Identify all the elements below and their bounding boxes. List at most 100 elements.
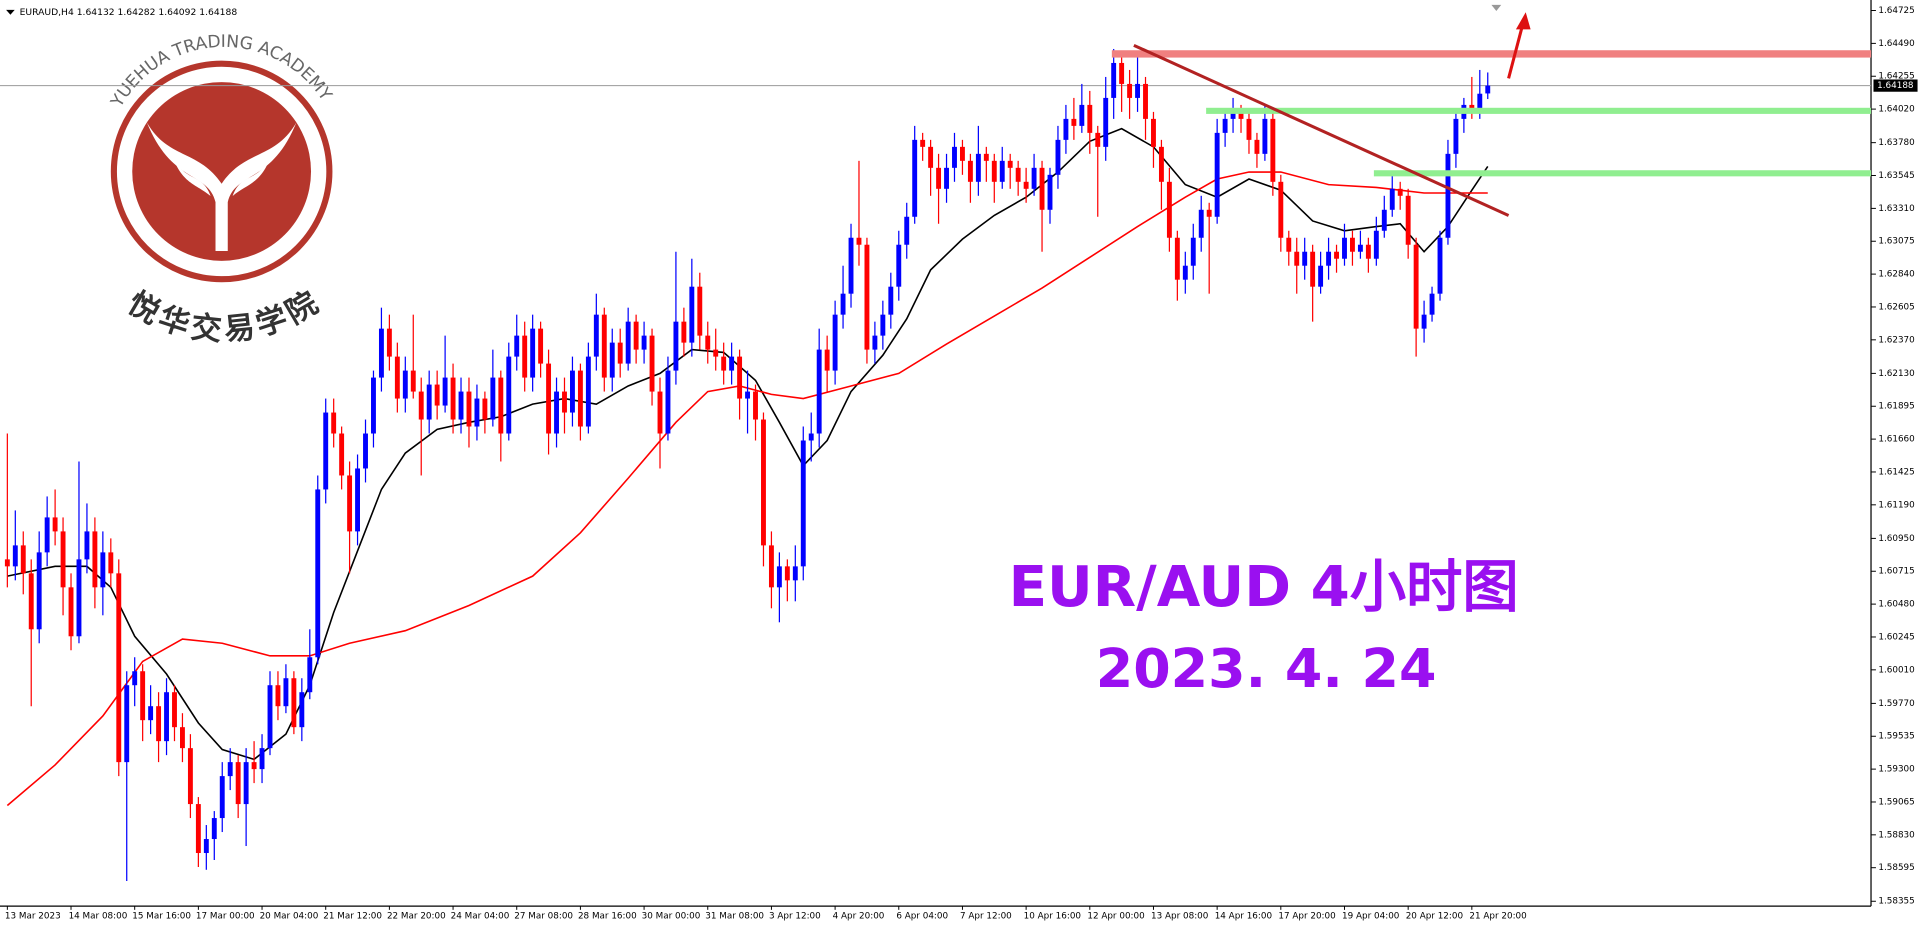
candle-body (108, 552, 114, 574)
candle-body (52, 517, 58, 532)
candle-body (880, 314, 886, 336)
logo-mark (171, 153, 272, 196)
x-tick-label: 21 Apr 20:00 (1469, 911, 1527, 921)
x-tick-label: 7 Apr 12:00 (960, 911, 1012, 921)
candle-body (912, 139, 918, 217)
candle-body (1174, 237, 1180, 280)
candle-body (1318, 265, 1324, 287)
candle-body (4, 559, 10, 567)
candle-body (195, 804, 201, 854)
candle-body (991, 160, 997, 182)
y-tick-label: 1.60245 (1878, 632, 1914, 642)
candle-body (402, 370, 408, 399)
candle-body (1007, 160, 1013, 168)
candle-body (156, 706, 162, 742)
candle-body (1381, 209, 1387, 231)
shift-marker (1491, 4, 1502, 12)
current-price-label: 1.64188 (1877, 81, 1913, 91)
candle-body (960, 146, 965, 161)
candle-body (1485, 85, 1491, 94)
chart-title: EUR/AUD 4小时图 (1009, 555, 1519, 620)
candle-body (689, 286, 695, 343)
candle-body (267, 685, 273, 749)
candle-body (1310, 251, 1316, 287)
candle-body (745, 391, 750, 399)
candle-body (1182, 265, 1188, 280)
y-tick-label: 1.62130 (1878, 369, 1915, 379)
y-tick-label: 1.63780 (1878, 138, 1915, 148)
candle-body (1103, 97, 1109, 147)
candle-body (1350, 237, 1355, 252)
candle-body (840, 293, 846, 315)
candle-body (371, 377, 376, 434)
candle-body (410, 370, 416, 392)
y-tick-label: 1.61895 (1878, 402, 1914, 412)
y-tick-label: 1.60480 (1878, 600, 1915, 610)
candle-body (442, 377, 448, 406)
candle-body (952, 146, 957, 168)
candle-body (347, 475, 353, 532)
x-tick-label: 24 Mar 04:00 (451, 911, 510, 921)
candle-body (864, 244, 870, 350)
candle-body (1302, 251, 1308, 266)
candle-body (394, 356, 400, 399)
candle-body (251, 762, 257, 770)
candle-body (1063, 118, 1069, 140)
candle-body (1342, 237, 1347, 259)
candle-body (681, 321, 687, 343)
candle-body (219, 776, 225, 819)
candle-body (625, 321, 631, 364)
candle-body (538, 328, 544, 364)
moving-average (6, 171, 1488, 807)
candle-body (243, 762, 249, 805)
y-tick-label: 1.62605 (1878, 302, 1914, 312)
y-tick-label: 1.59535 (1878, 732, 1914, 742)
candle-body (235, 762, 241, 805)
candle-body (673, 321, 679, 371)
y-tick-label: 1.59300 (1878, 765, 1915, 775)
y-tick-label: 1.64490 (1878, 39, 1915, 49)
x-tick-label: 17 Apr 20:00 (1278, 911, 1336, 921)
candle-body (904, 216, 910, 245)
candle-body (808, 433, 814, 441)
x-tick-label: 22 Mar 20:00 (387, 911, 446, 921)
candle-body (1158, 146, 1164, 182)
y-tick-label: 1.62370 (1878, 335, 1915, 345)
candle-body (1198, 209, 1204, 238)
candle-body (331, 412, 337, 434)
candle-body (649, 335, 655, 392)
candle-body (1238, 111, 1244, 119)
x-tick-label: 27 Mar 08:00 (514, 911, 573, 921)
y-tick-label: 1.59065 (1878, 797, 1914, 807)
candle-body (1023, 181, 1029, 189)
candle-body (307, 657, 313, 693)
candle-body (1429, 293, 1435, 315)
logo-mark (146, 122, 297, 252)
candle-body (275, 685, 281, 707)
x-tick-label: 20 Apr 12:00 (1406, 911, 1464, 921)
candle-body (299, 692, 305, 728)
y-tick-label: 1.63310 (1878, 204, 1915, 214)
candle-body (450, 377, 456, 420)
candle-body (753, 391, 758, 420)
x-tick-label: 10 Apr 16:00 (1024, 911, 1082, 921)
candle-body (784, 566, 790, 581)
x-tick-label: 30 Mar 00:00 (642, 911, 701, 921)
candle-body (514, 335, 520, 357)
candle-body (458, 391, 464, 420)
candle-body (490, 377, 496, 420)
candle-body (355, 468, 360, 532)
support-zone (1373, 170, 1872, 177)
candle-body (999, 160, 1005, 182)
candle-body (1143, 83, 1148, 119)
candle-body (259, 748, 265, 770)
candle-body (506, 356, 512, 434)
candle-body (665, 370, 671, 434)
candle-body (1055, 139, 1061, 175)
candle-body (187, 748, 193, 805)
candle-body (1357, 244, 1363, 252)
candle-body (1111, 62, 1117, 98)
ticks: 1.64725 1.64490 1.64255 1.64020 1.63780 1.635… (0, 6, 1918, 921)
y-tick-label: 1.64725 (1878, 6, 1914, 16)
candle-body (1286, 237, 1292, 252)
